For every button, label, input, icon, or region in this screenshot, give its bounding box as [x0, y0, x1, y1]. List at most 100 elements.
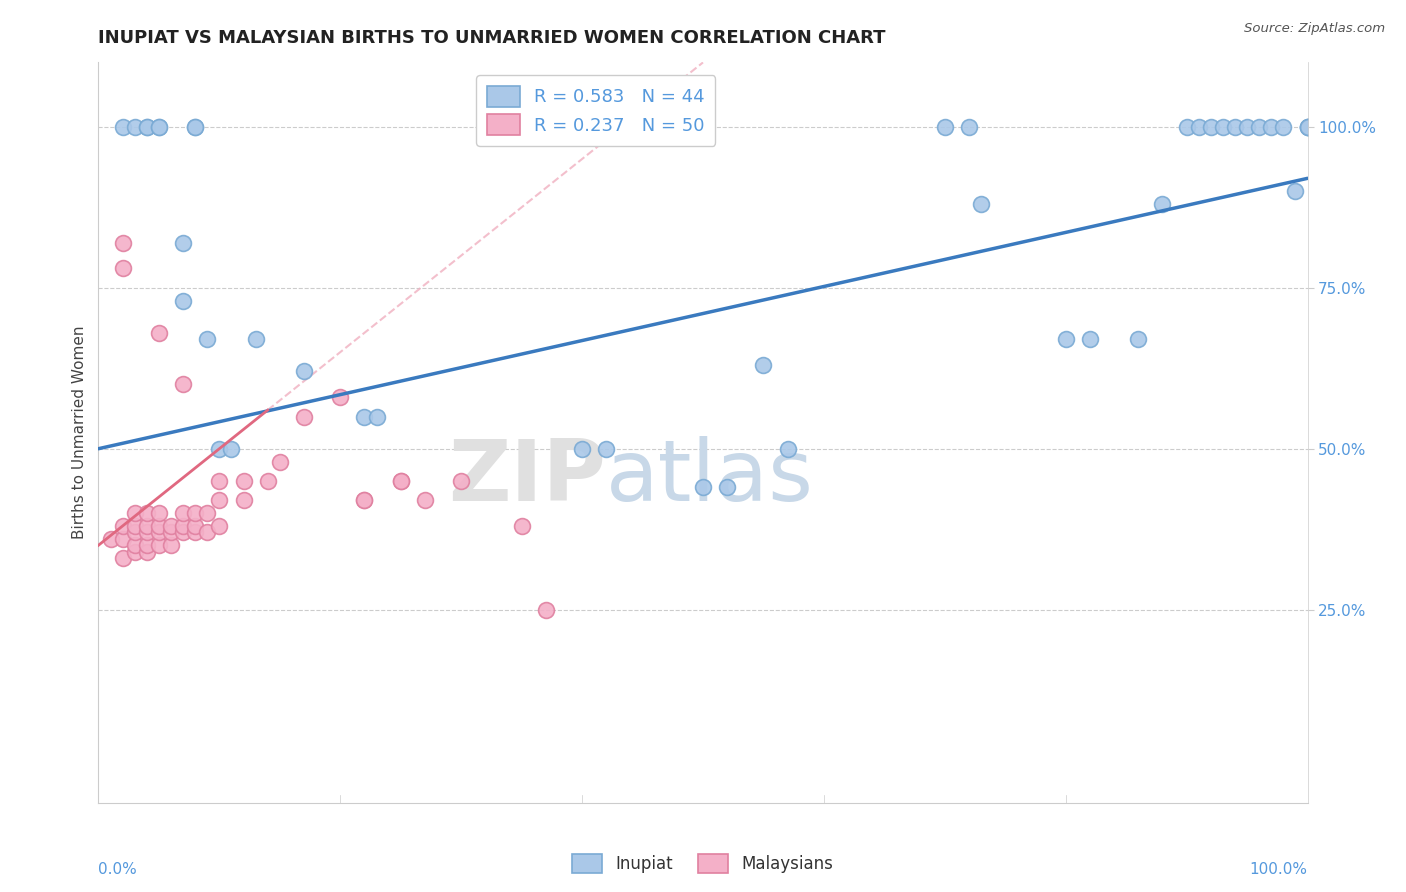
- Point: [450, 474, 472, 488]
- Point: [184, 120, 207, 134]
- Point: [135, 519, 157, 533]
- Text: 100.0%: 100.0%: [1250, 862, 1308, 877]
- Point: [208, 442, 231, 456]
- Point: [1152, 197, 1174, 211]
- Point: [111, 519, 134, 533]
- Point: [1236, 120, 1258, 134]
- Point: [232, 493, 254, 508]
- Point: [1296, 120, 1319, 134]
- Point: [970, 197, 993, 211]
- Point: [111, 120, 134, 134]
- Point: [195, 525, 218, 540]
- Point: [292, 409, 315, 424]
- Y-axis label: Births to Unmarried Women: Births to Unmarried Women: [72, 326, 87, 540]
- Point: [148, 120, 170, 134]
- Legend: Inupiat, Malaysians: Inupiat, Malaysians: [565, 847, 841, 880]
- Point: [124, 120, 146, 134]
- Point: [1296, 120, 1319, 134]
- Point: [124, 519, 146, 533]
- Point: [776, 442, 799, 456]
- Point: [353, 409, 375, 424]
- Point: [1223, 120, 1246, 134]
- Point: [292, 364, 315, 378]
- Point: [135, 525, 157, 540]
- Point: [160, 519, 183, 533]
- Point: [329, 390, 352, 404]
- Point: [124, 545, 146, 559]
- Point: [510, 519, 533, 533]
- Point: [135, 120, 157, 134]
- Point: [353, 493, 375, 508]
- Point: [534, 602, 557, 616]
- Point: [184, 506, 207, 520]
- Point: [245, 332, 267, 346]
- Point: [148, 519, 170, 533]
- Point: [124, 506, 146, 520]
- Point: [934, 120, 956, 134]
- Point: [195, 332, 218, 346]
- Point: [184, 120, 207, 134]
- Point: [595, 442, 617, 456]
- Point: [111, 532, 134, 546]
- Point: [135, 120, 157, 134]
- Point: [135, 506, 157, 520]
- Point: [111, 551, 134, 566]
- Point: [148, 525, 170, 540]
- Point: [1296, 120, 1319, 134]
- Point: [1199, 120, 1222, 134]
- Point: [752, 358, 775, 372]
- Point: [172, 506, 194, 520]
- Point: [160, 525, 183, 540]
- Point: [1212, 120, 1234, 134]
- Point: [172, 293, 194, 308]
- Point: [221, 442, 243, 456]
- Text: INUPIAT VS MALAYSIAN BIRTHS TO UNMARRIED WOMEN CORRELATION CHART: INUPIAT VS MALAYSIAN BIRTHS TO UNMARRIED…: [98, 29, 886, 47]
- Point: [124, 538, 146, 552]
- Point: [1175, 120, 1198, 134]
- Point: [160, 538, 183, 552]
- Point: [353, 493, 375, 508]
- Point: [571, 442, 593, 456]
- Point: [1249, 120, 1271, 134]
- Point: [208, 474, 231, 488]
- Point: [195, 506, 218, 520]
- Text: Source: ZipAtlas.com: Source: ZipAtlas.com: [1244, 22, 1385, 36]
- Point: [100, 532, 122, 546]
- Point: [172, 235, 194, 250]
- Point: [1188, 120, 1211, 134]
- Point: [1284, 184, 1306, 198]
- Point: [232, 474, 254, 488]
- Text: atlas: atlas: [606, 435, 814, 518]
- Point: [692, 480, 714, 494]
- Point: [184, 525, 207, 540]
- Point: [1296, 120, 1319, 134]
- Point: [172, 525, 194, 540]
- Point: [124, 525, 146, 540]
- Point: [111, 261, 134, 276]
- Point: [389, 474, 412, 488]
- Point: [389, 474, 412, 488]
- Point: [172, 377, 194, 392]
- Point: [148, 538, 170, 552]
- Text: ZIP: ZIP: [449, 435, 606, 518]
- Point: [184, 519, 207, 533]
- Point: [1260, 120, 1282, 134]
- Text: 0.0%: 0.0%: [98, 862, 138, 877]
- Point: [135, 538, 157, 552]
- Point: [716, 480, 738, 494]
- Point: [957, 120, 980, 134]
- Point: [413, 493, 436, 508]
- Point: [208, 519, 231, 533]
- Point: [1128, 332, 1150, 346]
- Point: [148, 506, 170, 520]
- Point: [135, 545, 157, 559]
- Point: [111, 235, 134, 250]
- Point: [172, 519, 194, 533]
- Point: [366, 409, 388, 424]
- Point: [148, 120, 170, 134]
- Point: [208, 493, 231, 508]
- Point: [1078, 332, 1101, 346]
- Point: [1272, 120, 1295, 134]
- Point: [269, 454, 291, 468]
- Point: [1054, 332, 1077, 346]
